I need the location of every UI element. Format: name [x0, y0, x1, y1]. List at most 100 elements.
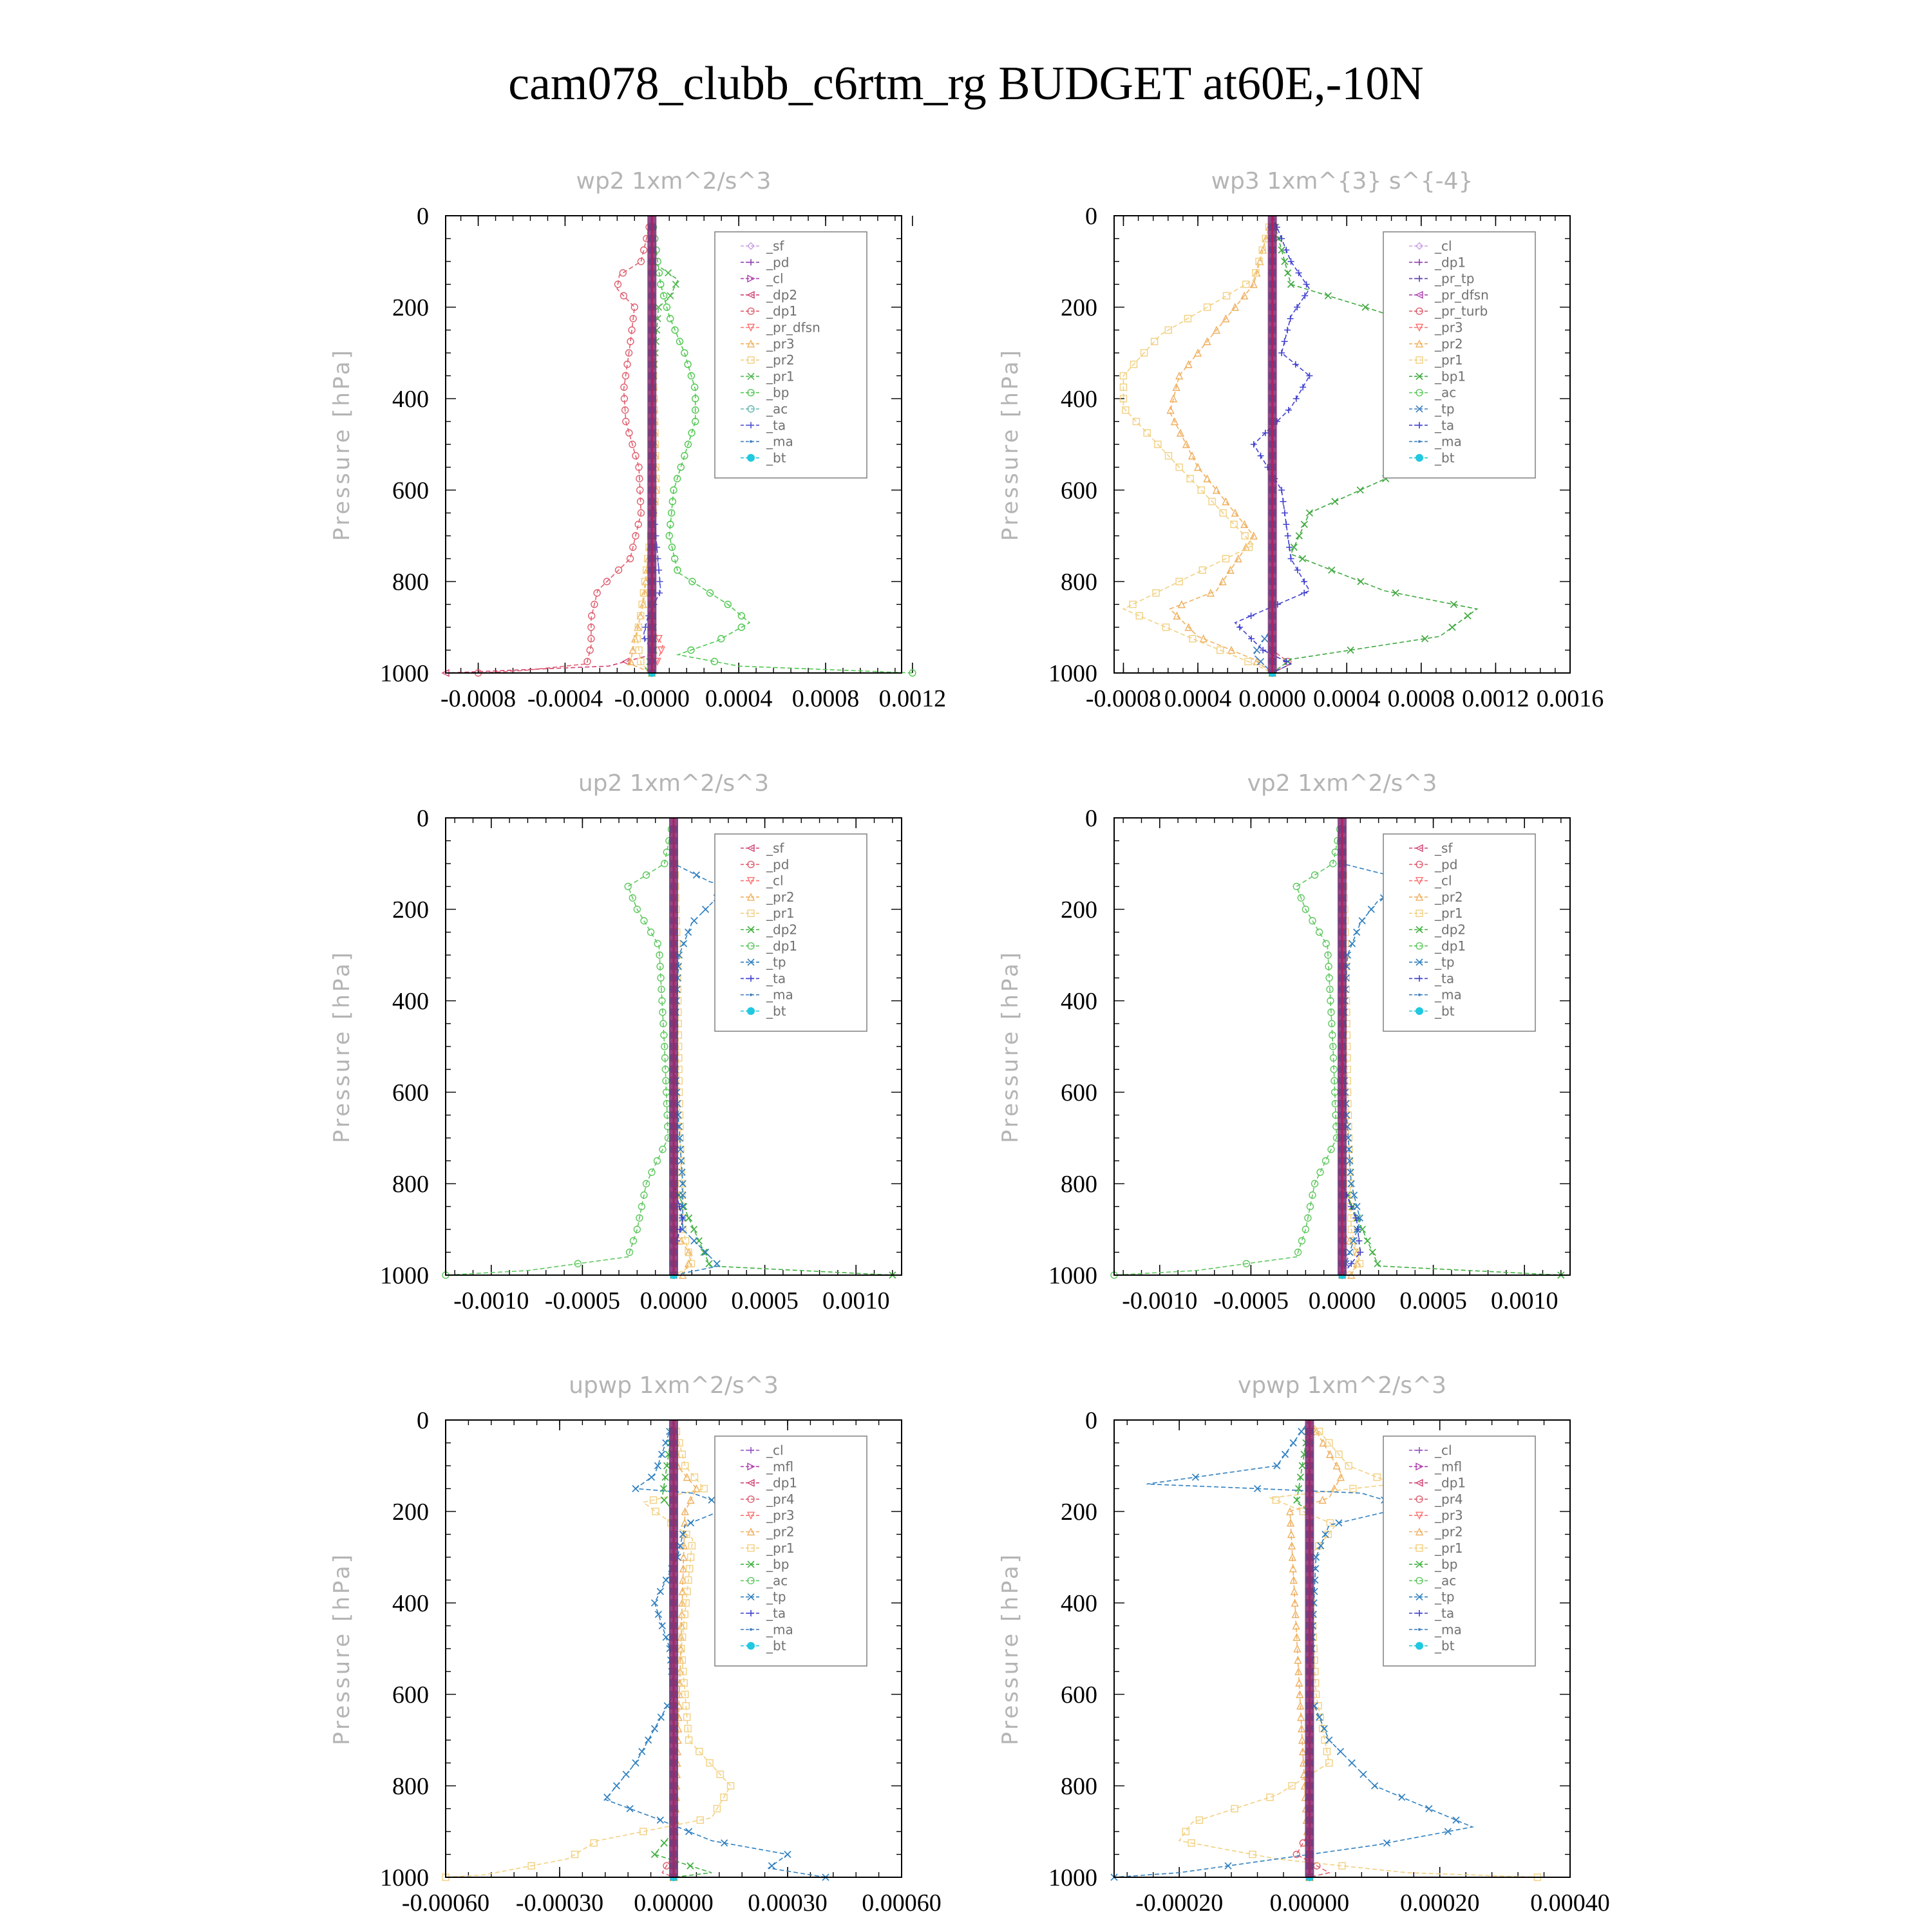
series-marker [1288, 1782, 1296, 1790]
series-marker [684, 440, 692, 448]
legend-marker [1415, 323, 1424, 332]
series-marker [1383, 1839, 1391, 1847]
series-marker [632, 452, 639, 460]
legend-label: _mfl [1434, 1459, 1462, 1474]
series-marker [1119, 372, 1128, 380]
series-marker [1324, 292, 1332, 299]
series-marker [623, 361, 631, 368]
series-marker [681, 1462, 689, 1470]
series-marker [678, 1450, 686, 1458]
series-marker [1184, 315, 1192, 323]
series-marker [1316, 1713, 1323, 1721]
y-tick-label: 800 [1061, 569, 1097, 596]
series-marker [678, 1633, 687, 1641]
series-marker [1335, 1519, 1343, 1527]
legend-label: _ta [766, 1605, 786, 1621]
series-marker [1320, 1725, 1328, 1732]
series-marker [1224, 1862, 1232, 1870]
series-marker [681, 349, 688, 357]
plot-area [442, 817, 896, 1280]
series-marker [671, 326, 679, 334]
chart-panel: wp2 1xm^2/s^3 Pressure [hPa] -0.0008 -0.000… [329, 168, 946, 712]
series-marker [1345, 1146, 1353, 1153]
series-marker [1421, 635, 1429, 643]
series-marker [678, 1168, 686, 1176]
legend-marker [747, 942, 755, 950]
series-marker [659, 1146, 667, 1153]
series-marker [636, 1214, 643, 1222]
series-marker [637, 258, 645, 265]
legend-marker [1418, 440, 1421, 443]
plot-area [1110, 1419, 1542, 1882]
series-marker [687, 1862, 694, 1870]
series-marker [1240, 291, 1249, 299]
series-marker [625, 349, 633, 357]
series-marker [571, 1850, 579, 1859]
legend-box [1383, 833, 1536, 1032]
series-marker [1346, 1248, 1354, 1256]
series-marker [1295, 532, 1303, 540]
series-marker [1367, 905, 1375, 913]
series-marker [1361, 303, 1369, 311]
series-marker [1329, 1043, 1337, 1050]
series-marker [1212, 486, 1221, 494]
legend-label: _cl [1434, 873, 1452, 889]
series-marker [661, 860, 668, 867]
series-marker [1293, 1644, 1302, 1653]
series-marker [710, 658, 719, 665]
series-marker [583, 658, 591, 665]
legend-label: _tp [1434, 401, 1455, 417]
series-marker [629, 645, 637, 654]
series-marker [654, 1611, 662, 1618]
legend: _sf_pd_cl_pr2_pr1_dp2_dp1_tp_ta_ma_bt [714, 833, 867, 1032]
legend-marker [1416, 1495, 1423, 1503]
series-marker [1301, 578, 1308, 585]
series-marker [1302, 1226, 1310, 1233]
legend-label: _dp2 [766, 287, 797, 303]
series-marker [1356, 486, 1364, 494]
legend-label: _tp [766, 954, 786, 970]
series-marker [1374, 1260, 1381, 1267]
series-marker [677, 1180, 685, 1188]
legend-marker [746, 876, 755, 886]
series-marker [1287, 1541, 1296, 1549]
legend-marker [1416, 909, 1423, 917]
series-marker [713, 1260, 721, 1267]
series-marker [1353, 928, 1361, 936]
series-marker [1309, 1191, 1316, 1199]
legend-marker [1416, 1642, 1423, 1650]
series-marker [642, 871, 650, 879]
series-marker [1316, 1168, 1324, 1176]
legend-label: _pr1 [766, 905, 795, 921]
series-marker [1325, 1759, 1333, 1767]
series-marker [638, 1748, 646, 1756]
x-tick-label: 0.0000 [640, 1287, 708, 1314]
series-marker [1398, 1794, 1406, 1801]
chart-panel: vpwp 1xm^2/s^3 Pressure [hPa] -0.00020 0.00… [998, 1372, 1610, 1917]
x-tick-label: 0.0004 [705, 685, 773, 712]
legend-marker [747, 958, 755, 966]
series-marker [661, 1043, 668, 1050]
series-marker [667, 520, 674, 528]
series-marker [1325, 1450, 1334, 1458]
series-line [673, 818, 893, 1276]
series-marker [1295, 269, 1302, 276]
legend-label: _pr3 [766, 336, 795, 352]
series-marker [700, 1484, 708, 1493]
legend-marker [747, 372, 755, 380]
y-tick-label: 0 [417, 805, 429, 832]
series-marker [1373, 1473, 1381, 1481]
y-tick-label: 400 [1061, 1590, 1097, 1617]
series-marker [667, 292, 674, 299]
series-marker [633, 905, 641, 913]
y-tick-label: 600 [392, 1681, 429, 1709]
series-marker [650, 1725, 659, 1732]
series-marker [692, 417, 699, 426]
plot-area [441, 215, 916, 677]
series-marker [1129, 600, 1137, 609]
legend-label: _bt [1434, 1003, 1455, 1019]
series-line [1169, 215, 1273, 674]
legend-marker [1416, 389, 1423, 397]
series-marker [603, 578, 611, 585]
legend-label: _dp1 [1434, 1475, 1466, 1491]
